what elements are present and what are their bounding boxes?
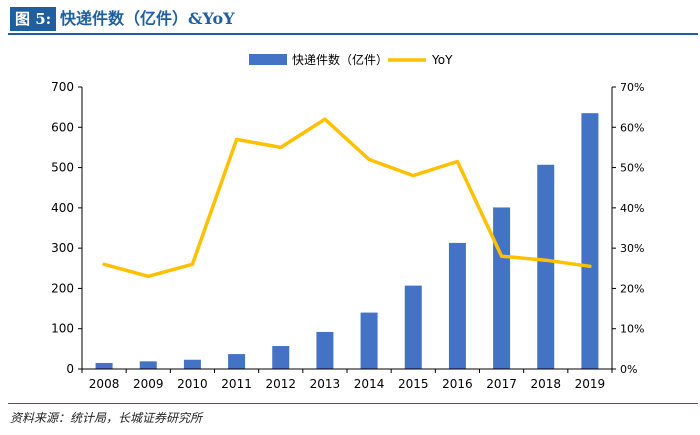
x-tick-label: 2012 xyxy=(265,377,296,391)
yoy-point-2008 xyxy=(102,262,106,266)
y-left-tick-label: 700 xyxy=(51,80,74,94)
y-right-tick-label: 40% xyxy=(620,202,644,215)
y-right-tick-label: 20% xyxy=(620,282,644,295)
y-right-tick-label: 30% xyxy=(620,242,644,255)
yoy-point-2009 xyxy=(146,274,150,278)
header-divider xyxy=(8,33,698,35)
bar-2010 xyxy=(183,359,201,369)
combo-chart: 0 100 200 300 400 500 600 700 0% 10% 20% 30% 40% 50% 6… xyxy=(51,52,644,391)
x-tick-label: 2016 xyxy=(442,377,473,391)
yoy-point-2018 xyxy=(544,258,548,262)
bar-2019 xyxy=(581,113,599,369)
x-tick-label: 2017 xyxy=(486,377,517,391)
figure-label: 图 5: xyxy=(10,7,57,31)
figure-header: 图 5: 快递件数（亿件）&YoY xyxy=(0,0,700,35)
bar-2009 xyxy=(139,361,157,369)
bar-2017 xyxy=(493,207,511,369)
bar-2011 xyxy=(228,354,246,369)
y-left-tick-label: 100 xyxy=(51,322,74,336)
yoy-point-2010 xyxy=(190,262,194,266)
x-tick-label: 2011 xyxy=(221,377,252,391)
source-note: 资料来源：统计局，长城证券研究所 xyxy=(10,411,203,425)
x-tick-label: 2018 xyxy=(530,377,561,391)
yoy-point-2012 xyxy=(279,145,283,149)
yoy-point-2015 xyxy=(411,174,415,178)
y-left-tick-label: 0 xyxy=(66,362,74,376)
bar-2012 xyxy=(272,346,290,369)
y-right-tick-label: 10% xyxy=(620,323,644,336)
y-left-tick-label: 200 xyxy=(51,281,74,295)
x-tick-label: 2013 xyxy=(310,377,341,391)
yoy-point-2016 xyxy=(455,160,459,164)
y-right-tick-label: 50% xyxy=(620,162,644,175)
yoy-point-2017 xyxy=(500,254,504,258)
y-left-tick-label: 500 xyxy=(51,161,74,175)
legend-swatch-bar xyxy=(249,54,287,65)
legend-label-bar: 快递件数（亿件） xyxy=(292,52,388,67)
figure-title: 快递件数（亿件）&YoY xyxy=(60,9,235,28)
yoy-point-2014 xyxy=(367,158,371,162)
x-tick-label: 2019 xyxy=(575,377,606,391)
x-tick-label: 2010 xyxy=(177,377,208,391)
y-right-tick-label: 70% xyxy=(620,81,644,94)
bar-2015 xyxy=(404,285,422,369)
bar-2018 xyxy=(537,164,555,369)
yoy-point-2013 xyxy=(323,117,327,121)
bar-2014 xyxy=(360,312,378,369)
x-tick-label: 2015 xyxy=(398,377,429,391)
y-right-tick-label: 60% xyxy=(620,121,644,134)
y-left-tick-label: 300 xyxy=(51,241,74,255)
y-left-tick-label: 600 xyxy=(51,120,74,134)
footer-divider xyxy=(8,403,698,404)
yoy-point-2011 xyxy=(235,137,239,141)
x-tick-label: 2008 xyxy=(89,377,120,391)
legend-label-line: YoY xyxy=(431,53,453,67)
x-tick-label: 2014 xyxy=(354,377,385,391)
bar-2016 xyxy=(448,242,466,369)
y-right-tick-label: 0% xyxy=(620,363,637,376)
yoy-point-2019 xyxy=(588,264,592,268)
y-left-tick-label: 400 xyxy=(51,201,74,215)
bar-2013 xyxy=(316,331,334,369)
bar-2008 xyxy=(95,362,113,369)
x-tick-label: 2009 xyxy=(133,377,164,391)
yoy-line xyxy=(102,117,592,279)
